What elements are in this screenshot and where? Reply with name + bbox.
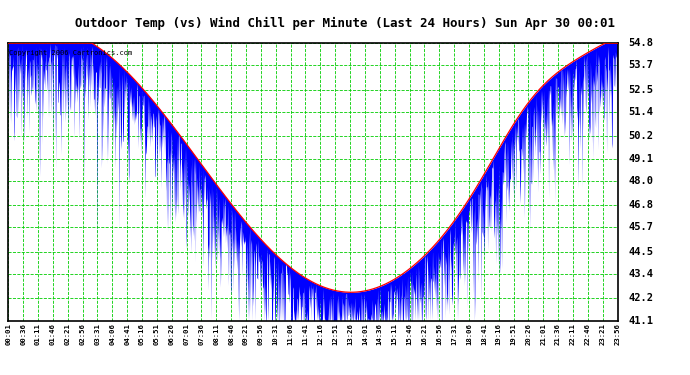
Text: 20:26: 20:26 (525, 323, 531, 345)
Text: 18:41: 18:41 (481, 323, 487, 345)
Text: 48.0: 48.0 (629, 176, 653, 186)
Text: 00:36: 00:36 (20, 323, 26, 345)
Text: 11:41: 11:41 (302, 323, 308, 345)
Text: 01:11: 01:11 (35, 323, 41, 345)
Text: 09:56: 09:56 (258, 323, 264, 345)
Text: Copyright 2006 Cartronics.com: Copyright 2006 Cartronics.com (10, 50, 132, 56)
Text: 08:46: 08:46 (228, 323, 234, 345)
Text: 49.1: 49.1 (629, 154, 653, 164)
Text: 00:01: 00:01 (6, 323, 11, 345)
Text: 17:31: 17:31 (451, 323, 457, 345)
Text: 14:01: 14:01 (362, 323, 368, 345)
Text: 44.5: 44.5 (629, 247, 653, 257)
Text: 10:31: 10:31 (273, 323, 279, 345)
Text: 15:11: 15:11 (392, 323, 397, 345)
Text: 51.4: 51.4 (629, 107, 653, 117)
Text: 07:01: 07:01 (184, 323, 190, 345)
Text: 23:56: 23:56 (615, 323, 620, 345)
Text: 42.2: 42.2 (629, 293, 653, 303)
Text: 04:06: 04:06 (109, 323, 115, 345)
Text: 14:36: 14:36 (377, 323, 383, 345)
Text: Outdoor Temp (vs) Wind Chill per Minute (Last 24 Hours) Sun Apr 30 00:01: Outdoor Temp (vs) Wind Chill per Minute … (75, 17, 615, 30)
Text: 06:26: 06:26 (169, 323, 175, 345)
Text: 02:56: 02:56 (79, 323, 86, 345)
Text: 16:56: 16:56 (436, 323, 442, 345)
Text: 12:51: 12:51 (332, 323, 338, 345)
Text: 05:51: 05:51 (154, 323, 160, 345)
Text: 15:46: 15:46 (406, 323, 413, 345)
Text: 05:16: 05:16 (139, 323, 145, 345)
Text: 13:26: 13:26 (347, 323, 353, 345)
Text: 50.2: 50.2 (629, 131, 653, 141)
Text: 01:46: 01:46 (50, 323, 56, 345)
Text: 11:06: 11:06 (288, 323, 294, 345)
Text: 21:01: 21:01 (540, 323, 546, 345)
Text: 22:11: 22:11 (570, 323, 576, 345)
Text: 41.1: 41.1 (629, 316, 653, 326)
Text: 02:21: 02:21 (65, 323, 70, 345)
Text: 12:16: 12:16 (317, 323, 324, 345)
Text: 19:51: 19:51 (511, 323, 517, 345)
Text: 07:36: 07:36 (199, 323, 204, 345)
Text: 23:21: 23:21 (600, 323, 606, 345)
Text: 43.4: 43.4 (629, 269, 653, 279)
Text: 03:31: 03:31 (95, 323, 101, 345)
Text: 53.7: 53.7 (629, 60, 653, 70)
Text: 16:21: 16:21 (422, 323, 427, 345)
Text: 18:06: 18:06 (466, 323, 472, 345)
Text: 45.7: 45.7 (629, 222, 653, 232)
Text: 21:36: 21:36 (555, 323, 561, 345)
Text: 52.5: 52.5 (629, 85, 653, 95)
Text: 22:46: 22:46 (585, 323, 591, 345)
Text: 09:21: 09:21 (243, 323, 249, 345)
Text: 04:41: 04:41 (124, 323, 130, 345)
Text: 54.8: 54.8 (629, 38, 653, 48)
Text: 19:16: 19:16 (495, 323, 502, 345)
Text: 08:11: 08:11 (213, 323, 219, 345)
Text: 46.8: 46.8 (629, 200, 653, 210)
